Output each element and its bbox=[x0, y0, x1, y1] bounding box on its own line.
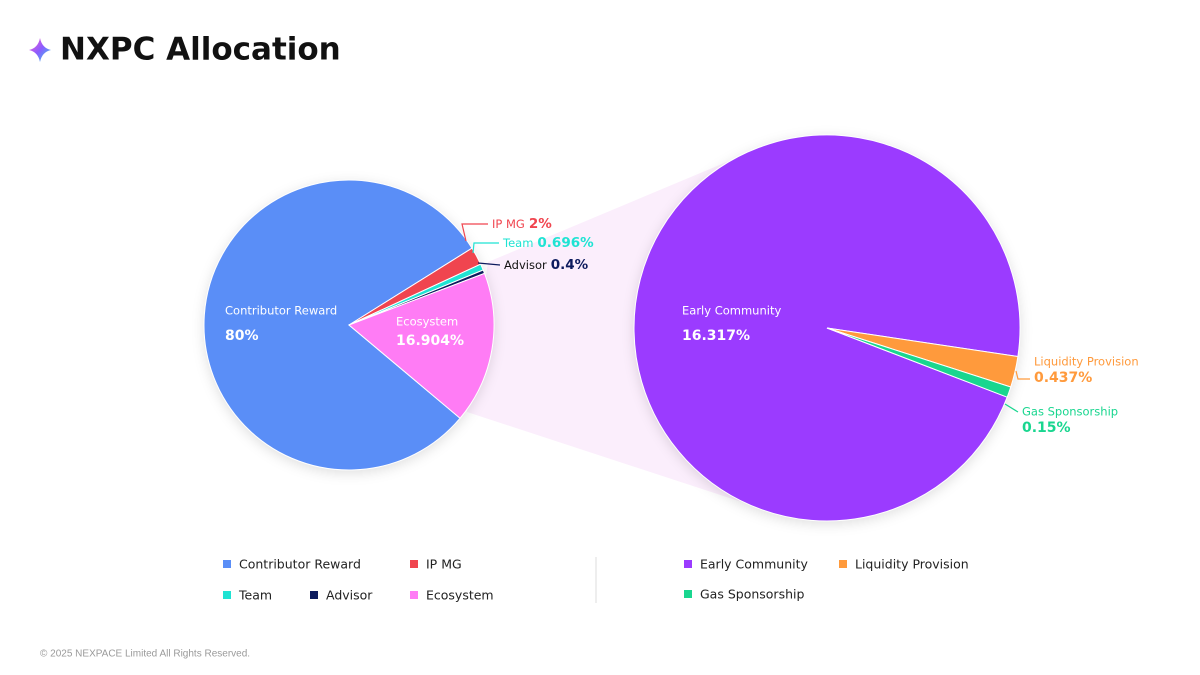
legend-label: Team bbox=[238, 588, 272, 603]
slice-name: Team bbox=[502, 236, 533, 250]
slice-value: 0.437% bbox=[1034, 370, 1092, 386]
pie-slice bbox=[348, 272, 495, 419]
slice-name: Advisor bbox=[504, 258, 547, 272]
pie bbox=[203, 179, 495, 471]
slice-label: Team 0.696% bbox=[502, 235, 594, 251]
slice-value: 16.904% bbox=[396, 333, 464, 349]
leader-line bbox=[477, 262, 501, 266]
legend-swatch bbox=[223, 591, 231, 599]
legend-swatch bbox=[223, 560, 231, 568]
title-icon bbox=[29, 38, 51, 62]
legend-swatch bbox=[310, 591, 318, 599]
pie bbox=[633, 134, 1021, 522]
slice-name: Early Community bbox=[682, 304, 781, 318]
page-title: NXPC Allocation bbox=[60, 32, 341, 68]
slice-name: IP MG bbox=[492, 217, 525, 231]
legend-label: Liquidity Provision bbox=[855, 557, 969, 572]
slice-value: 2% bbox=[529, 216, 552, 232]
legend-swatch bbox=[684, 590, 692, 598]
pie-slice bbox=[203, 179, 473, 471]
footer: © 2025 NEXPACE Limited All Rights Reserv… bbox=[40, 649, 250, 660]
slice-value: 80% bbox=[225, 328, 259, 344]
slice-label: IP MG 2% bbox=[492, 216, 552, 232]
leader-line bbox=[1004, 403, 1019, 413]
leader-line bbox=[472, 242, 499, 254]
legend-label: Contributor Reward bbox=[239, 557, 361, 572]
pie-slice bbox=[826, 327, 1012, 398]
legend-label: Gas Sponsorship bbox=[700, 587, 804, 602]
slice-value: 0.696% bbox=[537, 235, 594, 251]
slice-value: 0.15% bbox=[1022, 420, 1071, 436]
leader-line bbox=[461, 223, 488, 242]
legend-swatch bbox=[684, 560, 692, 568]
slice-value: 16.317% bbox=[682, 328, 750, 344]
leader-line bbox=[1015, 370, 1030, 380]
legend-label: IP MG bbox=[426, 557, 462, 572]
legend-label: Ecosystem bbox=[426, 588, 494, 603]
slice-name: Contributor Reward bbox=[225, 304, 337, 318]
legend-label: Early Community bbox=[700, 557, 808, 572]
legend-label: Advisor bbox=[326, 588, 373, 603]
slice-value: 0.4% bbox=[551, 257, 589, 273]
slice-name: Gas Sponsorship bbox=[1022, 405, 1118, 419]
slice-label: Advisor 0.4% bbox=[504, 257, 589, 273]
legend-swatch bbox=[410, 560, 418, 568]
slice-name: Ecosystem bbox=[396, 315, 458, 329]
legend-swatch bbox=[839, 560, 847, 568]
slice-name: Liquidity Provision bbox=[1034, 355, 1139, 369]
legend-swatch bbox=[410, 591, 418, 599]
